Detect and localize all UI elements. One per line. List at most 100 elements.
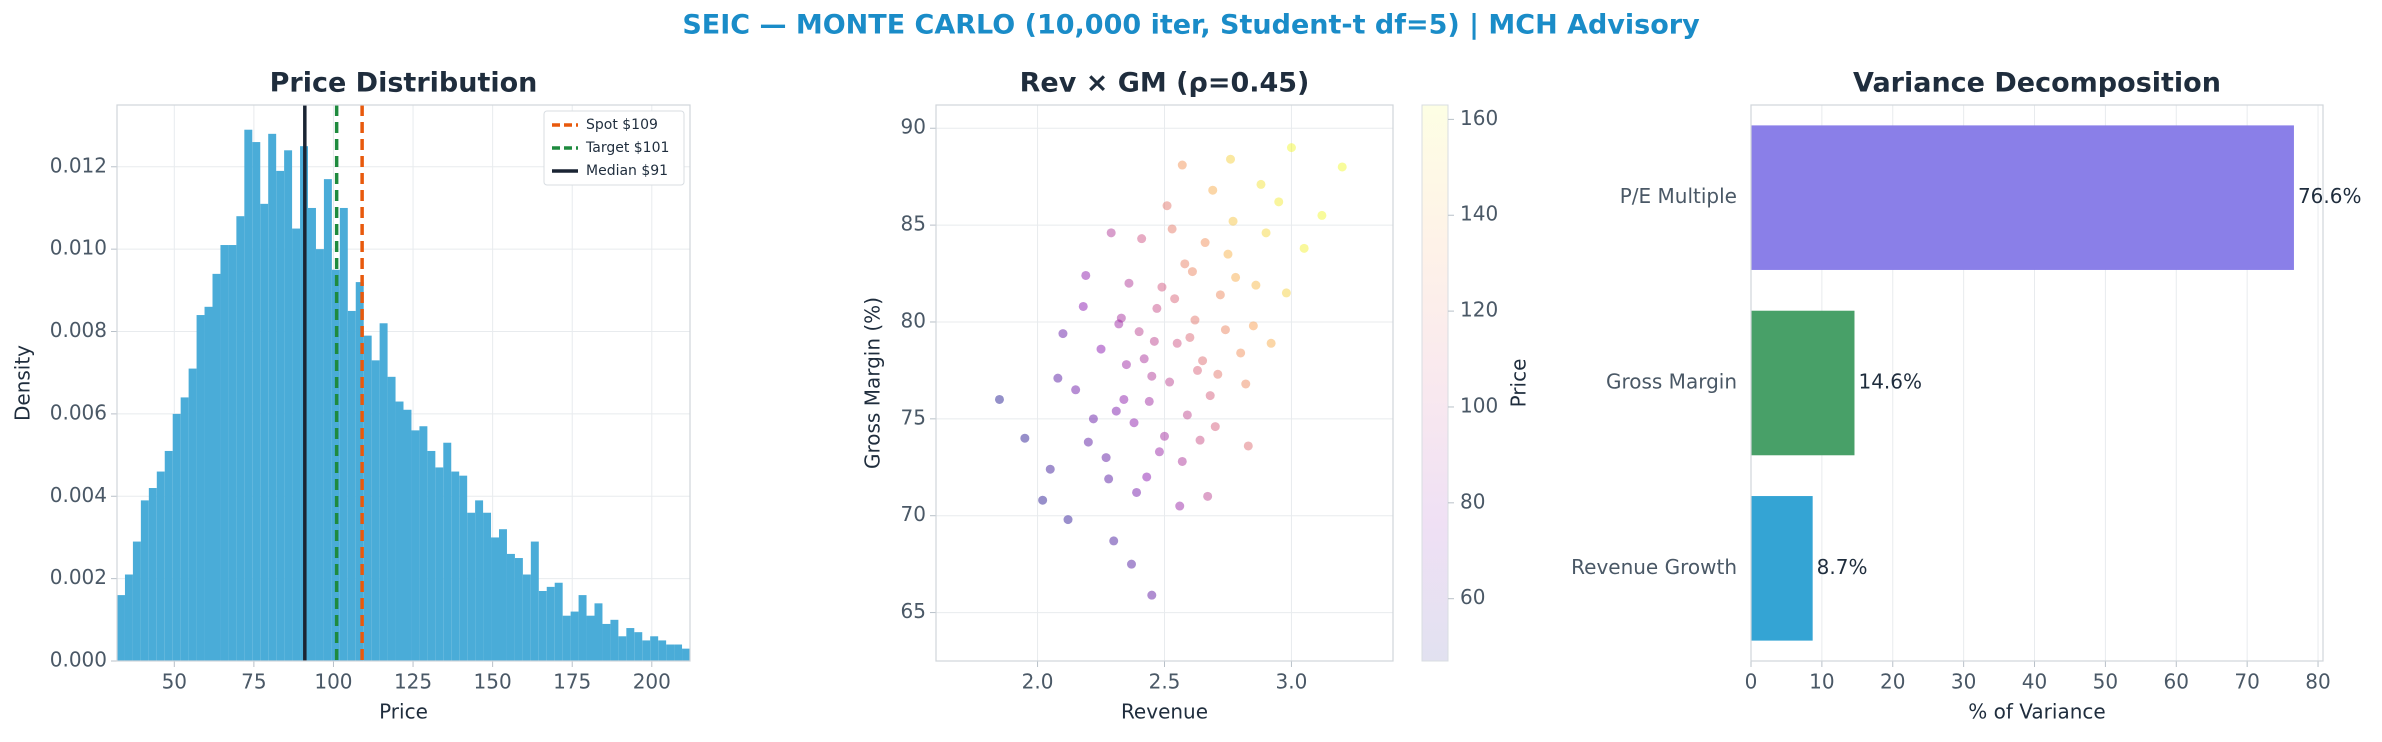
scatter-point	[1111, 406, 1121, 416]
histogram-bar	[403, 409, 412, 661]
histogram-bar	[538, 590, 547, 661]
scatter-point	[1299, 243, 1309, 253]
histogram-bar	[228, 245, 237, 661]
histogram-bar	[244, 129, 253, 661]
scatter-point	[1129, 418, 1139, 428]
histogram-bar	[626, 628, 635, 661]
x-tick-label: 30	[1951, 670, 1976, 694]
legend-label: Target $101	[585, 140, 669, 156]
y-tick-label: 70	[901, 502, 926, 526]
y-tick-label: 90	[901, 115, 926, 139]
scatter-point	[1180, 259, 1190, 269]
histogram-bar	[554, 582, 563, 661]
histogram-bar	[347, 310, 356, 661]
x-axis-label: Price	[379, 700, 428, 724]
scatter-point	[1109, 536, 1119, 546]
bar	[1751, 496, 1813, 641]
scatter-point	[1223, 249, 1233, 259]
histogram-bar	[499, 529, 507, 661]
x-axis-label: % of Variance	[1968, 700, 2105, 724]
histogram-bar	[483, 512, 492, 661]
scatter-point	[1175, 501, 1185, 511]
colorbar-tick-label: 80	[1460, 489, 1485, 513]
x-tick-label: 70	[2234, 670, 2259, 694]
colorbar-tick-label: 160	[1460, 106, 1498, 130]
y-tick-label: Revenue Growth	[1571, 555, 1737, 579]
y-tick-label: 0.012	[50, 153, 107, 177]
scatter-point	[1157, 282, 1167, 292]
scatter-point	[1220, 325, 1230, 335]
scatter-point	[1172, 338, 1182, 348]
scatter-point	[1167, 224, 1177, 234]
scatter-point	[1200, 238, 1210, 248]
x-tick-label: 2.0	[1022, 670, 1054, 694]
y-tick-label: 0.004	[50, 483, 107, 507]
scatter-point	[1337, 162, 1347, 172]
histogram-bar	[268, 133, 277, 661]
scatter-point	[1243, 441, 1253, 451]
x-tick-label: 2.5	[1149, 670, 1181, 694]
chart-title: Variance Decomposition	[1853, 68, 2221, 99]
chart-title: Price Distribution	[270, 68, 538, 99]
x-axis-label: Revenue	[1121, 700, 1208, 724]
histogram-bar	[140, 500, 149, 661]
scatter-point	[1248, 321, 1258, 331]
histogram-bar	[387, 376, 396, 661]
histogram-bar	[451, 471, 460, 661]
scatter-point	[1132, 487, 1142, 497]
y-tick-label: 0.008	[50, 318, 107, 342]
colorbar-tick-label: 60	[1460, 585, 1485, 609]
scatter-point	[1317, 210, 1327, 220]
histogram-bar	[323, 179, 332, 661]
histogram-bar	[674, 644, 683, 661]
scatter-point	[1142, 472, 1152, 482]
colorbar-tick-label: 100	[1460, 393, 1498, 417]
histogram-bar	[339, 207, 348, 662]
colorbar-frame	[1421, 104, 1449, 662]
scatter-point	[1162, 201, 1172, 211]
y-tick-label: 0.010	[50, 236, 107, 260]
y-tick-label: 85	[901, 212, 926, 236]
scatter-point	[1147, 371, 1157, 381]
scatter-point	[1274, 197, 1284, 207]
scatter-point	[1187, 267, 1197, 277]
x-tick-label: 3.0	[1276, 670, 1308, 694]
scatter-point	[1038, 495, 1048, 505]
histogram-bar	[578, 595, 587, 661]
scatter-point	[1104, 474, 1114, 484]
histogram-bar	[610, 619, 619, 661]
colorbar	[1422, 105, 1448, 661]
histogram-bar	[164, 450, 173, 661]
scatter-point	[1182, 410, 1192, 420]
histogram-bar	[363, 335, 372, 661]
histogram-bar	[427, 450, 436, 661]
histogram-bar	[522, 574, 531, 661]
scatter-point	[1088, 414, 1098, 424]
scatter-point	[1063, 515, 1073, 525]
scatter-point	[1149, 336, 1159, 346]
scatter-point	[1147, 590, 1157, 600]
scatter-point	[1261, 228, 1271, 238]
histogram-bar	[148, 488, 157, 661]
legend-box	[543, 110, 685, 186]
scatter-point	[1231, 272, 1241, 282]
x-tick-label: 40	[2022, 670, 2047, 694]
histogram-bar	[156, 471, 165, 661]
x-tick-label: 100	[314, 670, 352, 694]
scatter-point	[1241, 379, 1251, 389]
scatter-point	[1177, 160, 1187, 170]
y-tick-label: P/E Multiple	[1620, 184, 1737, 208]
histogram-bar	[315, 249, 324, 662]
legend-label: Spot $109	[586, 117, 658, 133]
scatter-point	[1154, 447, 1164, 457]
plot-frame	[935, 104, 1394, 662]
x-tick-label: 10	[1809, 670, 1834, 694]
scatter-point	[1081, 270, 1091, 280]
scatter-point	[1226, 154, 1236, 164]
scatter-point	[1236, 348, 1246, 358]
data-label: 76.6%	[2298, 184, 2362, 208]
histogram-bar	[666, 644, 675, 661]
scatter-point	[1106, 228, 1116, 238]
scatter-point	[1185, 332, 1195, 342]
x-tick-label: 75	[241, 670, 266, 694]
